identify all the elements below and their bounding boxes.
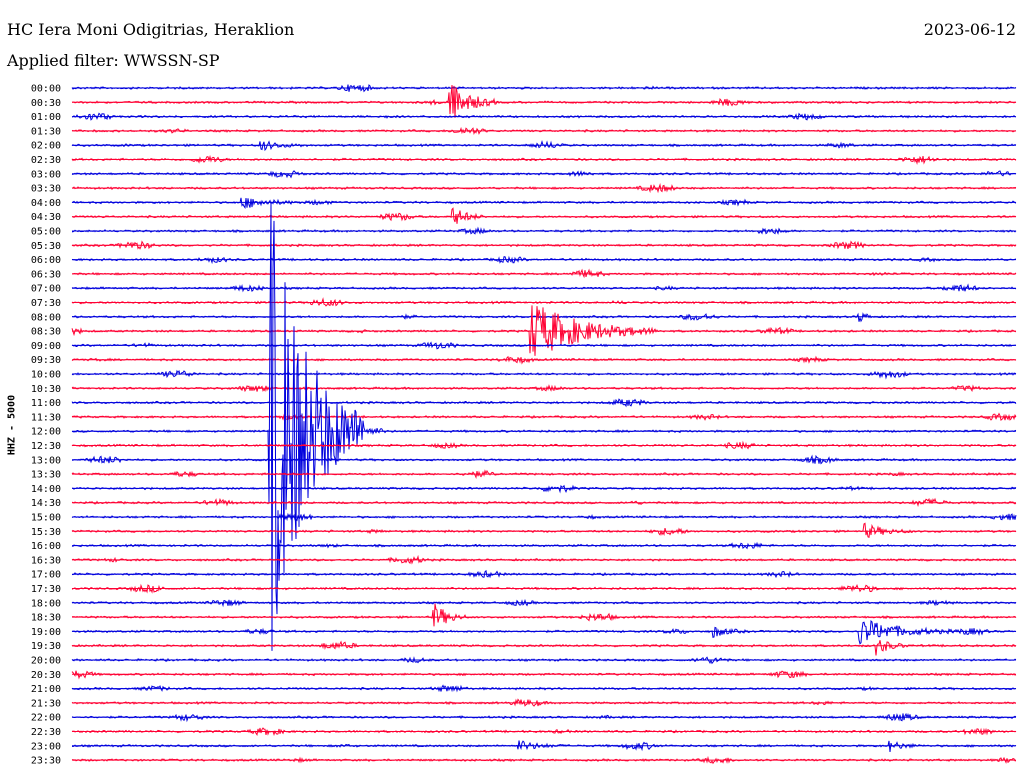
trace-row-1930 bbox=[71, 640, 1017, 656]
row-label-0330: 03:30 bbox=[31, 184, 61, 195]
row-label-1030: 10:30 bbox=[31, 384, 61, 395]
station-title: HC Iera Moni Odigitrias, Heraklion bbox=[7, 20, 295, 39]
row-label-1130: 11:30 bbox=[31, 412, 61, 423]
row-label-0500: 05:00 bbox=[31, 227, 61, 238]
row-label-2330: 23:30 bbox=[31, 756, 61, 767]
trace-row-1200 bbox=[71, 203, 1017, 651]
row-label-0300: 03:00 bbox=[31, 169, 61, 180]
trace-row-1900 bbox=[71, 619, 1017, 645]
row-label-1230: 12:30 bbox=[31, 441, 61, 452]
row-label-1900: 19:00 bbox=[31, 627, 61, 638]
row-label-0030: 00:30 bbox=[31, 98, 61, 109]
row-label-1330: 13:30 bbox=[31, 470, 61, 481]
row-label-0000: 00:00 bbox=[31, 84, 61, 95]
row-label-1500: 15:00 bbox=[31, 513, 61, 524]
row-label-1300: 13:00 bbox=[31, 455, 61, 466]
row-label-0230: 02:30 bbox=[31, 155, 61, 166]
row-label-0200: 02:00 bbox=[31, 141, 61, 152]
record-date: 2023-06-12 bbox=[923, 20, 1016, 39]
row-label-1200: 12:00 bbox=[31, 427, 61, 438]
trace-row-0430 bbox=[71, 207, 1017, 224]
row-label-0930: 09:30 bbox=[31, 355, 61, 366]
row-label-1530: 15:30 bbox=[31, 527, 61, 538]
trace-row-1830 bbox=[71, 603, 1017, 627]
row-label-0400: 04:00 bbox=[31, 198, 61, 209]
row-label-0100: 01:00 bbox=[31, 112, 61, 123]
trace-row-1430 bbox=[71, 497, 1017, 507]
row-label-0630: 06:30 bbox=[31, 269, 61, 280]
trace-row-1530 bbox=[71, 522, 1017, 539]
row-label-2300: 23:00 bbox=[31, 741, 61, 752]
row-label-2230: 22:30 bbox=[31, 727, 61, 738]
row-label-2200: 22:00 bbox=[31, 713, 61, 724]
trace-row-0030 bbox=[71, 84, 1017, 118]
row-label-1430: 14:30 bbox=[31, 498, 61, 509]
row-label-1600: 16:00 bbox=[31, 541, 61, 552]
row-label-1800: 18:00 bbox=[31, 598, 61, 609]
row-label-0800: 08:00 bbox=[31, 312, 61, 323]
row-label-0700: 07:00 bbox=[31, 284, 61, 295]
trace-row-0800 bbox=[71, 312, 1017, 323]
trace-group bbox=[71, 84, 1017, 765]
row-label-0900: 09:00 bbox=[31, 341, 61, 352]
row-label-1930: 19:30 bbox=[31, 641, 61, 652]
row-label-0430: 04:30 bbox=[31, 212, 61, 223]
row-label-2030: 20:30 bbox=[31, 670, 61, 681]
row-label-1100: 11:00 bbox=[31, 398, 61, 409]
row-label-1700: 17:00 bbox=[31, 570, 61, 581]
row-label-0600: 06:00 bbox=[31, 255, 61, 266]
row-label-1630: 16:30 bbox=[31, 555, 61, 566]
row-label-1000: 10:00 bbox=[31, 370, 61, 381]
row-label-0730: 07:30 bbox=[31, 298, 61, 309]
row-label-1830: 18:30 bbox=[31, 613, 61, 624]
row-label-0830: 08:30 bbox=[31, 327, 61, 338]
row-label-1400: 14:00 bbox=[31, 484, 61, 495]
filter-label: Applied filter: WWSSN-SP bbox=[7, 51, 220, 70]
trace-row-0830 bbox=[71, 305, 1017, 356]
row-label-0130: 01:30 bbox=[31, 126, 61, 137]
row-label-2000: 20:00 bbox=[31, 656, 61, 667]
row-label-0530: 05:30 bbox=[31, 241, 61, 252]
row-label-2130: 21:30 bbox=[31, 698, 61, 709]
row-label-group: 00:00 00:30 01:00 01:30 02:00 02:30 03:00 03:30… bbox=[31, 84, 61, 767]
row-label-2100: 21:00 bbox=[31, 684, 61, 695]
row-label-1730: 17:30 bbox=[31, 584, 61, 595]
